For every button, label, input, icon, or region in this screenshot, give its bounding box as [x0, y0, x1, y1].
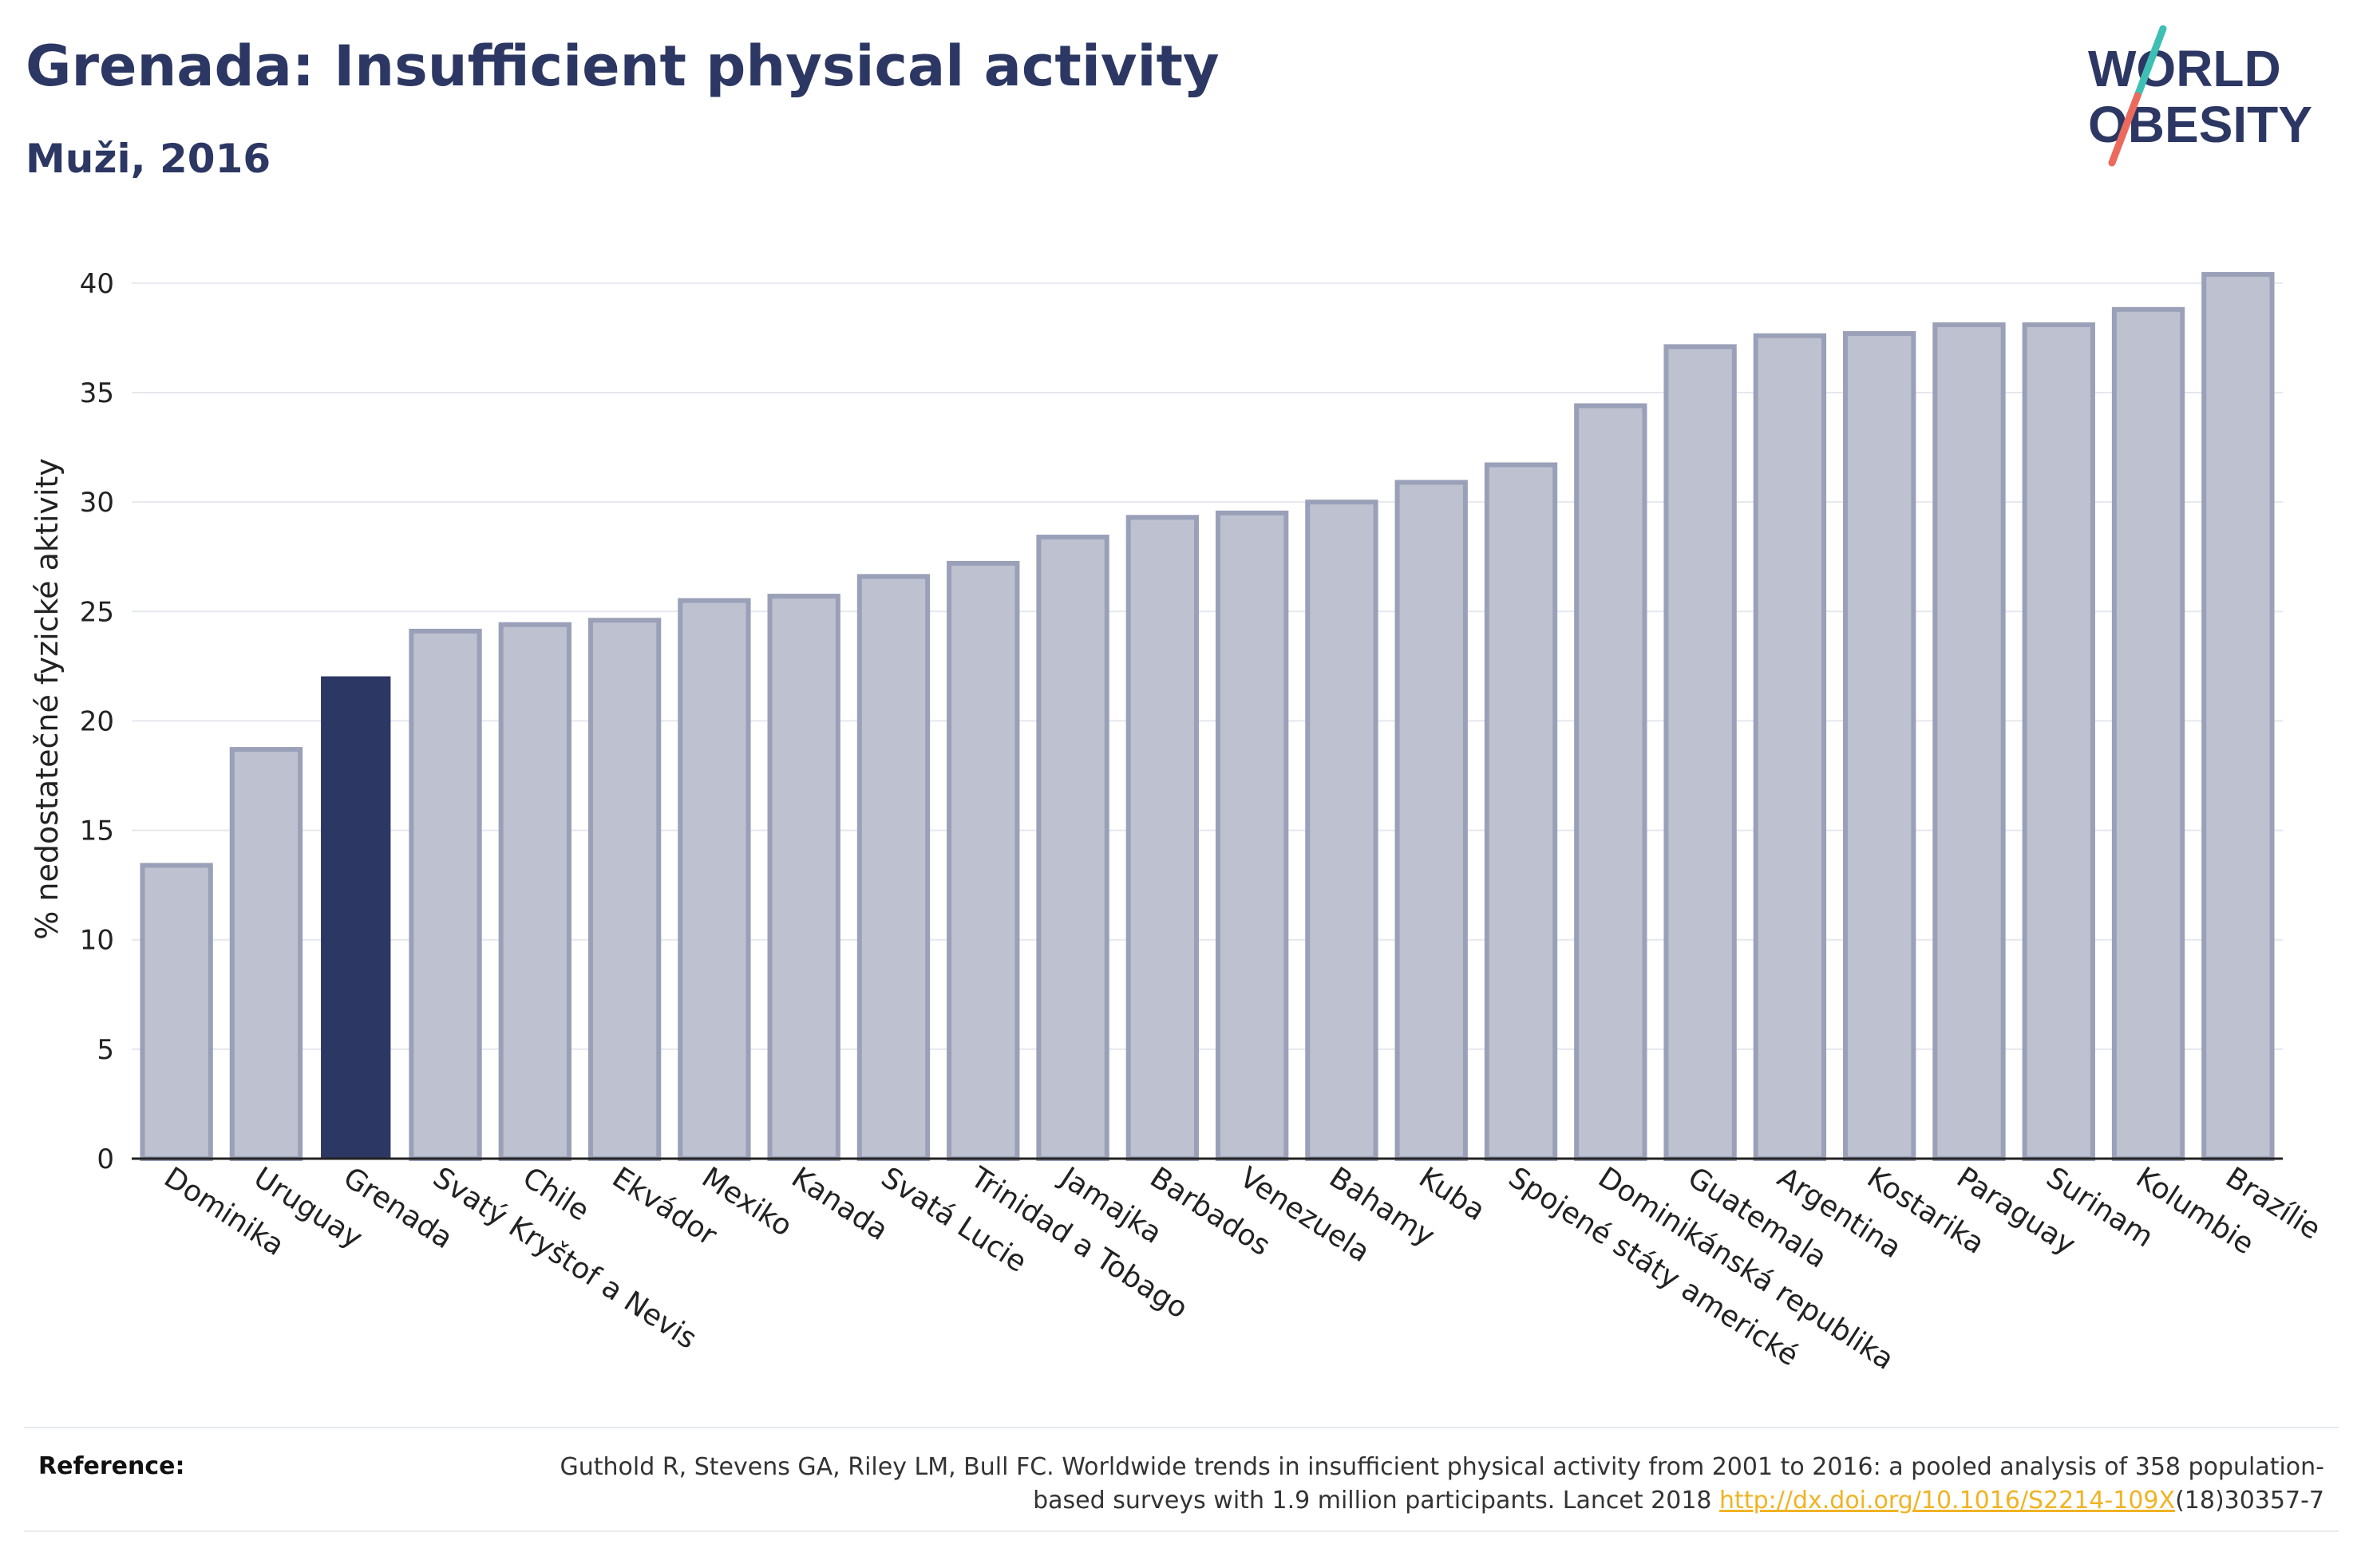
- y-tick-label: 0: [97, 1143, 114, 1175]
- bar: [587, 618, 662, 1161]
- bar: [1305, 500, 1378, 1161]
- reference-doi-link[interactable]: http://dx.doi.org/10.1016/S2214-109X: [1719, 1487, 2176, 1515]
- world-obesity-logo: WORLD OBESITY: [2088, 25, 2312, 167]
- bar: [856, 574, 931, 1161]
- reference-suffix: (18)30357-7: [2175, 1487, 2324, 1515]
- chart-title: Grenada: Insufficient physical activity: [26, 34, 1220, 99]
- bar-chart: 0510152025303540DominikaUruguayGrenadaSv…: [30, 268, 2326, 1376]
- bar: [498, 622, 571, 1161]
- y-tick-label: 20: [80, 705, 114, 737]
- y-tick-label: 15: [80, 816, 114, 847]
- bar: [2111, 306, 2185, 1161]
- chart-subtitle: Muži, 2016: [26, 136, 271, 182]
- bar: [1036, 535, 1109, 1161]
- logo-slash-teal: [2134, 25, 2167, 100]
- y-tick-label: 25: [80, 596, 114, 628]
- reference-citation: Guthold R, Stevens GA, Riley LM, Bull FC…: [560, 1453, 2324, 1515]
- bar: [1215, 510, 1289, 1161]
- y-tick-label: 40: [80, 268, 114, 300]
- bar: [1125, 515, 1200, 1161]
- bars: [140, 271, 2275, 1162]
- logo-slash-coral: [2108, 92, 2142, 167]
- bar: [140, 863, 213, 1161]
- bar: [409, 628, 482, 1161]
- y-tick-label: 30: [80, 487, 114, 519]
- bar: [2201, 271, 2275, 1161]
- bar: [947, 560, 1020, 1161]
- bar: [1574, 403, 1647, 1161]
- y-axis-title: % nedostatečné fyzické aktivity: [30, 458, 65, 940]
- bar: [767, 594, 840, 1161]
- bar: [1484, 462, 1558, 1161]
- bar: [1753, 333, 1827, 1162]
- bar: [2022, 322, 2095, 1161]
- reference-footer: Reference: Guthold R, Stevens GA, Riley …: [24, 1427, 2339, 1532]
- bar: [1843, 330, 1916, 1161]
- y-tick-label: 10: [80, 925, 114, 957]
- reference-text: Guthold R, Stevens GA, Riley LM, Bull FC…: [488, 1451, 2324, 1518]
- bar: [678, 598, 751, 1161]
- bar: [1663, 344, 1737, 1161]
- y-tick-label: 35: [80, 377, 114, 409]
- bar: [229, 747, 303, 1161]
- bar-highlight: [321, 676, 391, 1159]
- bar: [1394, 480, 1468, 1161]
- reference-label: Reference:: [38, 1452, 185, 1480]
- x-tick-label: Kanada: [785, 1161, 893, 1247]
- logo-line-world: WORLD: [2088, 40, 2281, 97]
- y-tick-label: 5: [97, 1034, 114, 1066]
- bar: [1932, 322, 2006, 1161]
